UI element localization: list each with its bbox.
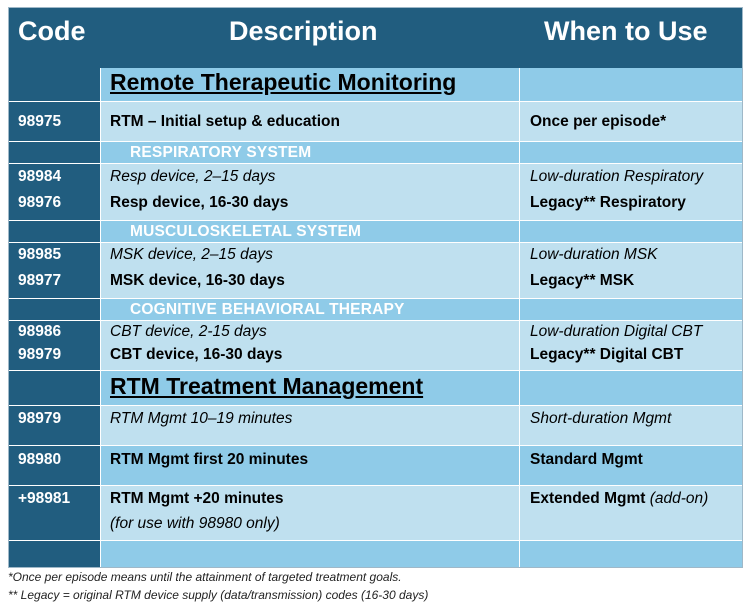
section-title-rtm: Remote Therapeutic Monitoring [110, 69, 457, 95]
table-row-group-respiratory: 98984 Resp device, 2–15 days Low-duratio… [9, 164, 742, 220]
row-when: Standard Mgmt [530, 451, 643, 468]
table-row: 98975 RTM – Initial setup & education On… [9, 102, 742, 141]
section-row-rtm: Remote Therapeutic Monitoring [9, 68, 742, 101]
row-when-note: (add-on) [649, 490, 709, 507]
row-when: Low-duration Respiratory [530, 168, 704, 185]
row-description-note: (for use with 98980 only) [110, 515, 280, 532]
table-header: Code Description When to Use [9, 8, 742, 68]
table-row: +98981 RTM Mgmt +20 minutes (for use wit… [9, 486, 742, 540]
subsection-title-cbt: COGNITIVE BEHAVIORAL THERAPY [130, 301, 405, 318]
row-code: 98979 [18, 410, 62, 427]
row-code: +98981 [18, 490, 71, 507]
row-description: RTM Mgmt 10–19 minutes [110, 410, 293, 427]
subsection-row-respiratory: RESPIRATORY SYSTEM [9, 142, 742, 163]
row-code: 98984 [18, 168, 62, 185]
row-code: 98979 [18, 346, 62, 363]
cpt-code-table: Code Description When to Use Remote Ther… [8, 7, 743, 568]
table-row: 98980 RTM Mgmt first 20 minutes Standard… [9, 446, 742, 485]
subsection-title-msk: MUSCULOSKELETAL SYSTEM [130, 223, 362, 240]
row-description: RTM Mgmt first 20 minutes [110, 451, 309, 468]
row-code: 98985 [18, 246, 62, 263]
row-when: Low-duration Digital CBT [530, 323, 703, 340]
row-when-label: Extended Mgmt [530, 490, 646, 507]
header-description: Description [229, 16, 378, 46]
header-when-to-use: When to Use [544, 16, 708, 46]
row-code: 98977 [18, 272, 62, 289]
row-when: Legacy** Respiratory [530, 194, 686, 211]
row-when: Once per episode* [530, 113, 667, 130]
subsection-title-respiratory: RESPIRATORY SYSTEM [130, 144, 312, 161]
row-code: 98975 [18, 113, 62, 130]
row-description: MSK device, 16-30 days [110, 272, 285, 289]
subsection-row-msk: MUSCULOSKELETAL SYSTEM [9, 221, 742, 242]
row-description: CBT device, 2-15 days [110, 323, 267, 340]
footnote-once-per-episode: *Once per episode means until the attain… [8, 570, 402, 584]
row-when: Short-duration Mgmt [530, 410, 672, 427]
row-description: CBT device, 16-30 days [110, 346, 283, 363]
footnote-legacy: ** Legacy = original RTM device supply (… [8, 588, 429, 602]
table-row-group-cbt: 98986 CBT device, 2-15 days Low-duration… [9, 321, 742, 370]
row-when: Extended Mgmt (add-on) [530, 490, 708, 508]
subsection-row-cbt: COGNITIVE BEHAVIORAL THERAPY [9, 299, 742, 320]
row-description: Resp device, 16-30 days [110, 194, 289, 211]
row-description: MSK device, 2–15 days [110, 246, 273, 263]
table-row-group-msk: 98985 MSK device, 2–15 days Low-duration… [9, 243, 742, 298]
row-description: RTM – Initial setup & education [110, 113, 340, 130]
row-when: Low-duration MSK [530, 246, 658, 263]
row-when: Legacy** MSK [530, 272, 635, 289]
header-code: Code [18, 16, 86, 46]
row-when: Legacy** Digital CBT [530, 346, 684, 363]
row-code: 98976 [18, 194, 62, 211]
row-code: 98980 [18, 451, 62, 468]
table-row-empty [9, 541, 742, 567]
section-row-mgmt: RTM Treatment Management [9, 371, 742, 405]
row-description: RTM Mgmt +20 minutes [110, 490, 284, 507]
table-row: 98979 RTM Mgmt 10–19 minutes Short-durat… [9, 406, 742, 445]
row-code: 98986 [18, 323, 62, 340]
section-title-mgmt: RTM Treatment Management [110, 373, 424, 399]
row-description: Resp device, 2–15 days [110, 168, 276, 185]
